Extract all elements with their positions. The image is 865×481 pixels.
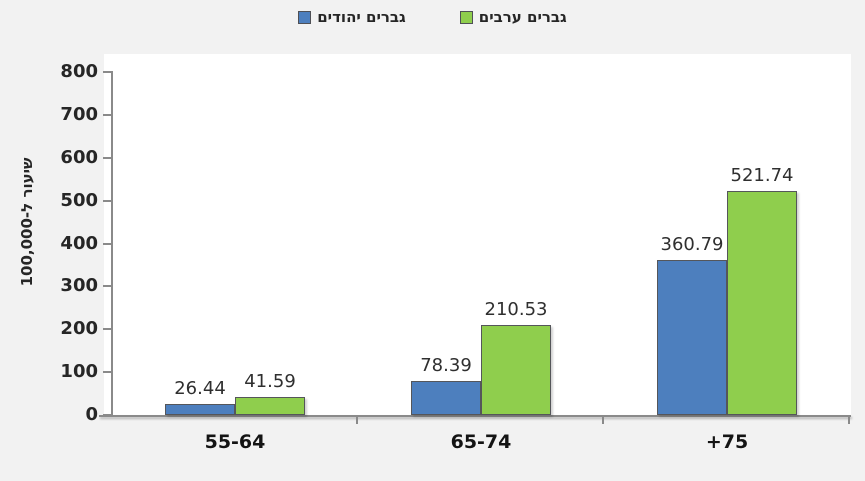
y-axis-tick [103,71,112,73]
bar-value-label: 521.74 [730,165,794,187]
y-axis-tick [103,285,112,288]
legend-item-arab-men: גברים ערבים [459,8,567,26]
y-axis-tick [103,156,112,159]
bar-jewish-men-55-64 [165,403,235,415]
chart-legend: גברים יהודים גברים ערבים [0,8,865,26]
y-axis-tick [103,242,112,245]
bar-arab-men-+75 [727,191,797,415]
category-label: 55-64 [204,431,266,453]
legend-swatch-icon [298,10,312,24]
bar-jewish-men-65-74 [411,381,481,415]
legend-label: גברים יהודים [317,8,406,26]
y-axis-title-text: שיעור ל-100,000 [18,157,36,287]
bar-value-label: 26.44 [174,377,226,399]
bar-jewish-men-+75 [657,260,727,415]
y-axis-tick [103,113,112,116]
y-axis-tick-label: 300 [60,275,98,297]
category-label: +75 [705,431,749,453]
legend-swatch-icon [459,10,473,24]
y-axis-tick-label: 100 [60,361,98,383]
y-axis-tick-label: 400 [60,232,98,254]
bar-arab-men-55-64 [235,397,305,415]
bar-value-label: 78.39 [420,355,472,377]
legend-label: גברים ערבים [478,8,567,26]
x-axis-tick [848,416,850,424]
x-axis-line [99,415,851,417]
y-axis-tick [103,414,112,416]
y-axis-tick-label: 500 [60,189,98,211]
legend-item-jewish-men: גברים יהודים [298,8,406,26]
y-axis-tick [103,371,112,374]
bar-value-label: 210.53 [484,298,548,320]
y-axis-tick [103,328,112,331]
bar-arab-men-65-74 [481,324,551,415]
y-axis-tick-label: 0 [85,404,98,425]
y-axis-tick-label: 800 [60,61,98,82]
bar-value-label: 360.79 [660,234,724,256]
y-axis-tick-label: 600 [60,146,98,168]
y-axis-tick-label: 200 [60,318,98,340]
x-axis-tick [356,416,358,424]
y-axis-tick [103,199,112,202]
y-axis-line [111,71,113,417]
y-axis-tick-label: 700 [60,103,98,125]
x-axis-tick [602,416,604,424]
category-label: 65-74 [450,431,512,453]
bar-value-label: 41.59 [244,371,296,393]
